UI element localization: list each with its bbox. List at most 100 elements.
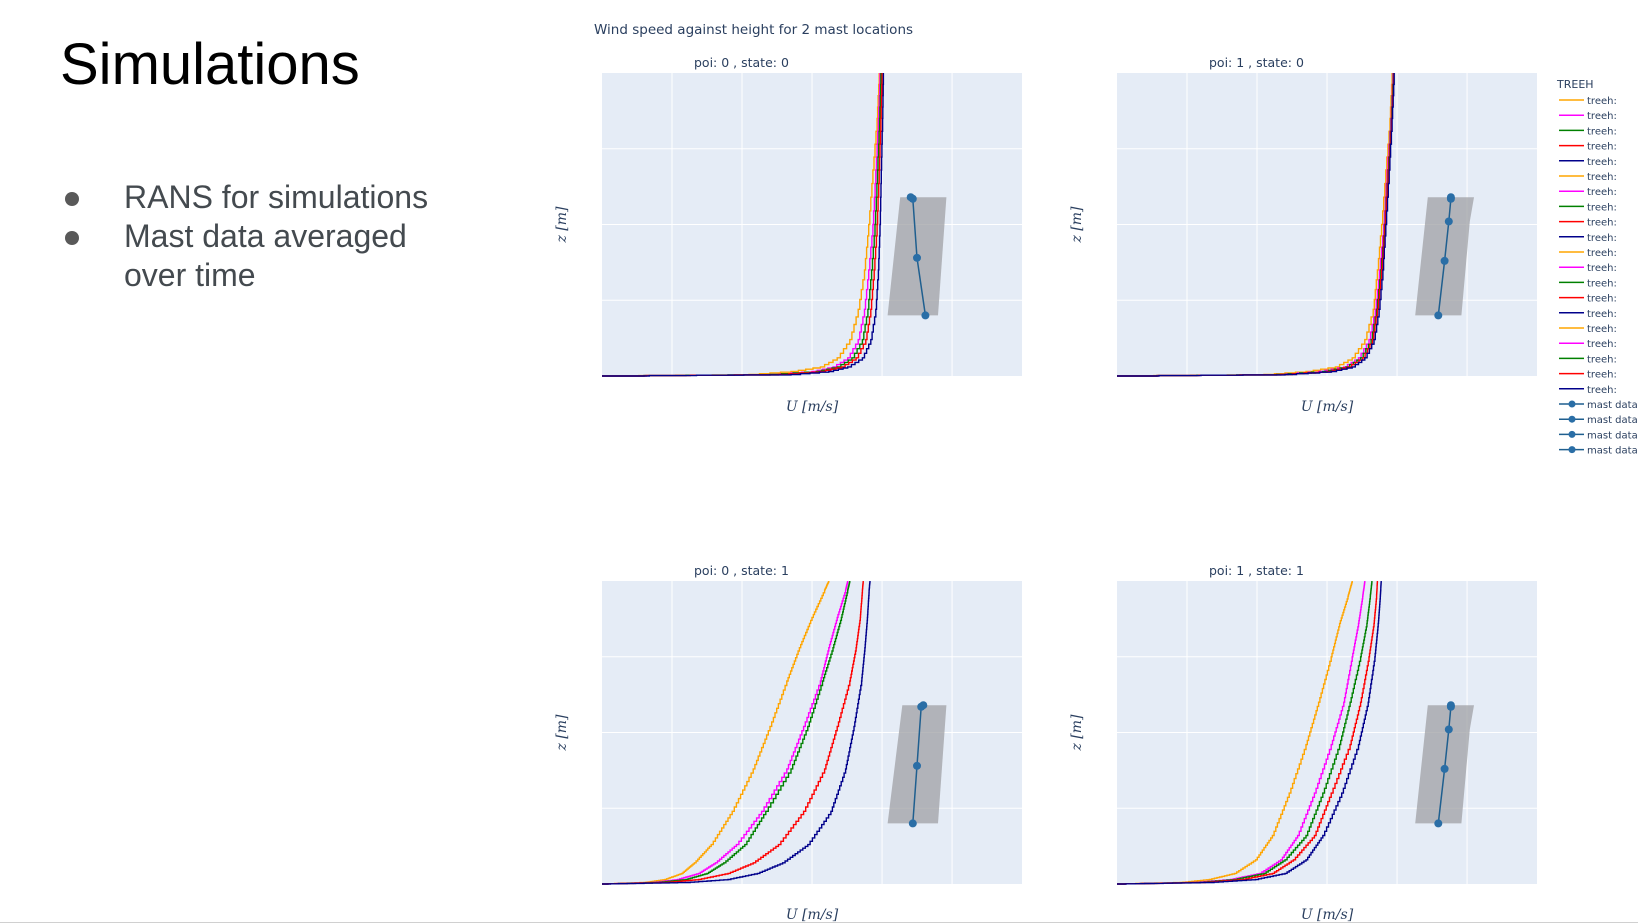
y-axis-label: z [m] (554, 714, 570, 752)
x-axis-label: U [m/s] (786, 907, 839, 923)
mast-data-point (921, 311, 930, 320)
legend-item-mast[interactable]: mast data (1559, 430, 1638, 441)
bullet-item: RANS for simulations (62, 178, 482, 217)
subplot-4: poi: 1 , state: 1 U [m/s] z [m] (1069, 563, 1537, 923)
subplot-1: poi: 0 , state: 0 U [m/s] z [m] (554, 55, 1022, 415)
mast-data-point (1440, 256, 1449, 265)
legend-label: treeh: (1587, 172, 1617, 183)
series-line-4 (602, 73, 883, 377)
legend-item-treeh[interactable]: treeh: (1559, 248, 1617, 259)
slide-title: Simulations (60, 32, 360, 97)
mast-data-point (1446, 701, 1455, 710)
legend-label: treeh: (1587, 111, 1617, 122)
mast-data-point (1434, 819, 1443, 828)
legend-label: treeh: (1587, 202, 1617, 213)
legend-marker (1568, 446, 1576, 454)
legend-item-treeh[interactable]: treeh: (1559, 218, 1617, 229)
subplots: poi: 0 , state: 0U [m/s]z [m]poi: 1 , st… (554, 55, 1537, 923)
legend-item-treeh[interactable]: treeh: (1559, 233, 1617, 244)
x-axis-label: U [m/s] (786, 399, 839, 415)
mast-data-point (919, 701, 928, 710)
subplot-2: poi: 1 , state: 0 U [m/s] z [m] (1069, 55, 1537, 415)
series-line-5 (602, 73, 885, 377)
legend-item-treeh[interactable]: treeh: (1559, 202, 1617, 213)
legend-label: mast data (1587, 400, 1638, 411)
series-line-4 (602, 581, 864, 885)
legend[interactable]: TREEH treeh: treeh: treeh: treeh: treeh: treeh… (1556, 78, 1638, 457)
mast-data-point (1444, 725, 1453, 734)
legend-label: treeh: (1587, 126, 1617, 137)
mast-data-point (906, 193, 915, 202)
legend-label: treeh: (1587, 233, 1617, 244)
legend-label: treeh: (1587, 278, 1617, 289)
legend-marker (1568, 400, 1576, 408)
legend-label: treeh: (1587, 142, 1617, 153)
legend-label: treeh: (1587, 187, 1617, 198)
series-line-5 (602, 581, 871, 885)
legend-item-treeh[interactable]: treeh: (1559, 278, 1617, 289)
subplot-3: poi: 0 , state: 1 U [m/s] z [m] (554, 563, 1022, 923)
series-line-2 (602, 581, 849, 885)
legend-label: treeh: (1587, 294, 1617, 305)
mast-data-point (908, 819, 917, 828)
legend-item-treeh[interactable]: treeh: (1559, 172, 1617, 183)
subplot-title: poi: 0 , state: 0 (694, 55, 789, 70)
legend-label: treeh: (1587, 96, 1617, 107)
legend-item-treeh[interactable]: treeh: (1559, 294, 1617, 305)
bullet-item: Mast data averaged over time (62, 217, 454, 295)
legend-item-treeh[interactable]: treeh: (1559, 263, 1617, 274)
legend-item-mast[interactable]: mast data (1559, 415, 1638, 426)
legend-item-treeh[interactable]: treeh: (1559, 385, 1617, 396)
x-axis-label: U [m/s] (1301, 399, 1354, 415)
legend-item-treeh[interactable]: treeh: (1559, 111, 1617, 122)
legend-label: treeh: (1587, 370, 1617, 381)
mast-data-point (1446, 193, 1455, 202)
subplot-title: poi: 1 , state: 1 (1209, 563, 1304, 578)
legend-item-treeh[interactable]: treeh: (1559, 96, 1617, 107)
series-line-5 (1117, 73, 1395, 377)
legend-item-treeh[interactable]: treeh: (1559, 142, 1617, 153)
legend-label: mast data (1587, 446, 1638, 457)
legend-item-treeh[interactable]: treeh: (1559, 354, 1617, 365)
x-axis-label: U [m/s] (1301, 907, 1354, 923)
legend-item-mast[interactable]: mast data (1559, 400, 1638, 411)
legend-label: treeh: (1587, 263, 1617, 274)
legend-item-treeh[interactable]: treeh: (1559, 157, 1617, 168)
series-line-3 (602, 581, 851, 885)
legend-item-treeh[interactable]: treeh: (1559, 187, 1617, 198)
mast-data-point (1434, 311, 1443, 320)
y-axis-label: z [m] (1069, 206, 1085, 244)
legend-item-treeh[interactable]: treeh: (1559, 370, 1617, 381)
legend-label: treeh: (1587, 218, 1617, 229)
legend-item-treeh[interactable]: treeh: (1559, 126, 1617, 137)
subplot-title: poi: 0 , state: 1 (694, 563, 789, 578)
legend-label: treeh: (1587, 157, 1617, 168)
legend-item-treeh[interactable]: treeh: (1559, 309, 1617, 320)
subplot-title: poi: 1 , state: 0 (1209, 55, 1304, 70)
series-line-1 (602, 581, 830, 885)
legend-title: TREEH (1556, 78, 1594, 91)
legend-marker (1568, 415, 1576, 423)
legend-label: treeh: (1587, 248, 1617, 259)
legend-item-treeh[interactable]: treeh: (1559, 324, 1617, 335)
mast-data-point (1444, 217, 1453, 226)
mast-data-point (913, 253, 921, 262)
legend-label: treeh: (1587, 385, 1617, 396)
mast-data-point (913, 761, 921, 770)
legend-label: treeh: (1587, 324, 1617, 335)
figure-title: Wind speed against height for 2 mast loc… (594, 22, 913, 38)
series-line-1 (1117, 73, 1393, 377)
y-axis-label: z [m] (554, 206, 570, 244)
legend-item-mast[interactable]: mast data (1559, 446, 1638, 457)
legend-item-treeh[interactable]: treeh: (1559, 339, 1617, 350)
mast-data-point (1440, 764, 1449, 773)
legend-label: mast data (1587, 430, 1638, 441)
legend-label: treeh: (1587, 339, 1617, 350)
legend-marker (1568, 430, 1576, 438)
legend-label: treeh: (1587, 354, 1617, 365)
series-line-1 (1117, 581, 1353, 885)
series-line-4 (1117, 581, 1379, 885)
series-line-1 (602, 73, 880, 377)
legend-label: mast data (1587, 415, 1638, 426)
